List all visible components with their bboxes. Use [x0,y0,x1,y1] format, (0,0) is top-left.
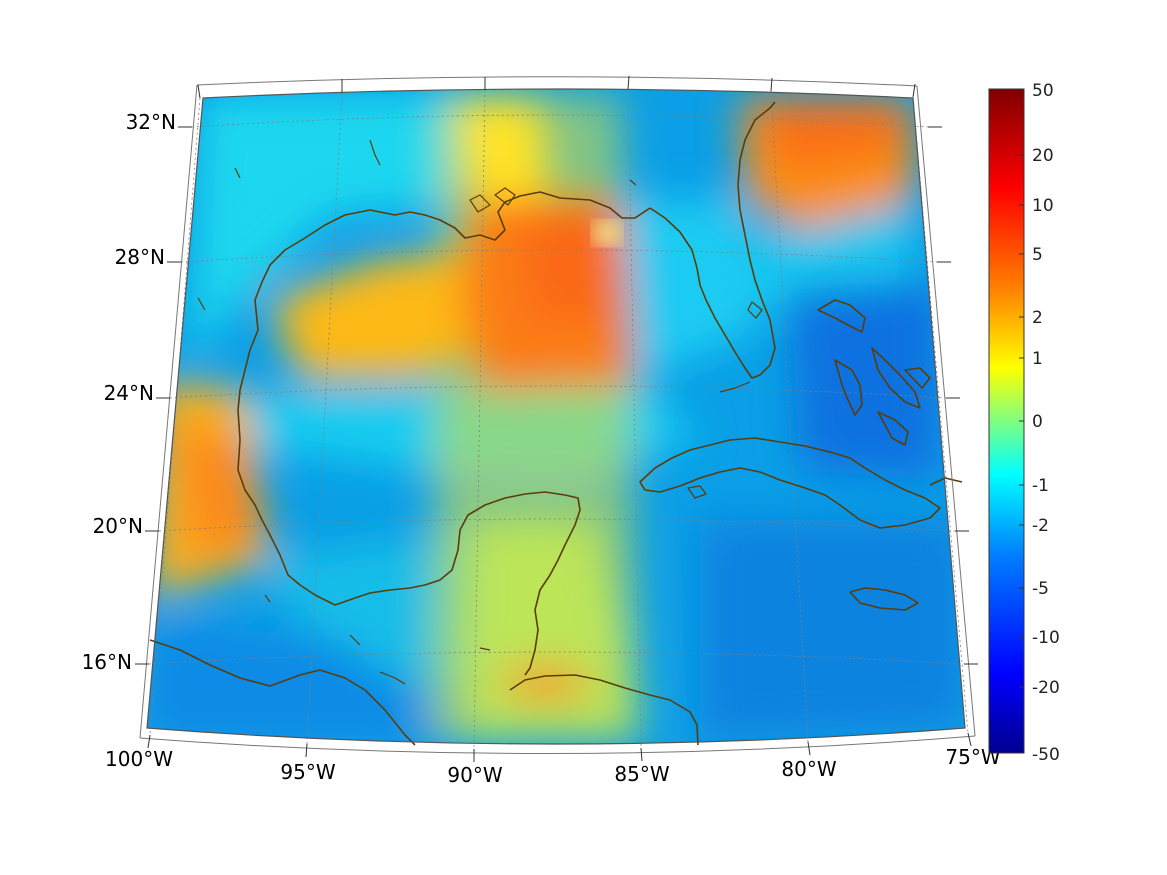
colorbar-tick-label: 2 [1032,308,1043,328]
colorbar-tick-label: -50 [1032,745,1060,765]
coastlines [149,101,963,746]
colorbar-tick-label: 0 [1032,412,1043,432]
lat-label-16n: 16°N [82,650,132,674]
latitude-labels: 32°N 28°N 24°N 20°N 16°N [82,110,176,674]
colorbar-tick-label: -20 [1032,678,1060,698]
map-frame [146,88,966,745]
colorbar-tick-label: 50 [1032,81,1054,101]
colorbar-tick-label: 10 [1032,196,1054,216]
longitude-labels: 100°W 95°W 90°W 85°W 80°W 75°W [105,745,1001,787]
lon-label-80w: 80°W [781,757,836,781]
lon-label-85w: 85°W [614,762,669,786]
lat-label-24n: 24°N [104,381,154,405]
colorbar-tick-label: -2 [1032,516,1049,536]
colorbar-tick-label: 5 [1032,245,1043,265]
lat-label-28n: 28°N [115,245,165,269]
colorbar-tick-label: 1 [1032,349,1043,369]
colorbar-gradient [988,88,1025,754]
data-field [147,89,965,744]
lon-label-90w: 90°W [447,763,502,787]
colorbar-tick-label: -1 [1032,476,1049,496]
colorbar-tick-label: 20 [1032,146,1054,166]
colorbar: 50 20 10 5 2 1 0 -1 -2 -5 -10 -20 -50 [988,81,1060,765]
lon-label-100w: 100°W [105,747,173,771]
colorbar-tick-label: -10 [1032,628,1060,648]
lat-label-32n: 32°N [126,110,176,134]
lon-label-95w: 95°W [280,760,335,784]
lat-label-20n: 20°N [93,514,143,538]
colorbar-tick-label: -5 [1032,579,1049,599]
